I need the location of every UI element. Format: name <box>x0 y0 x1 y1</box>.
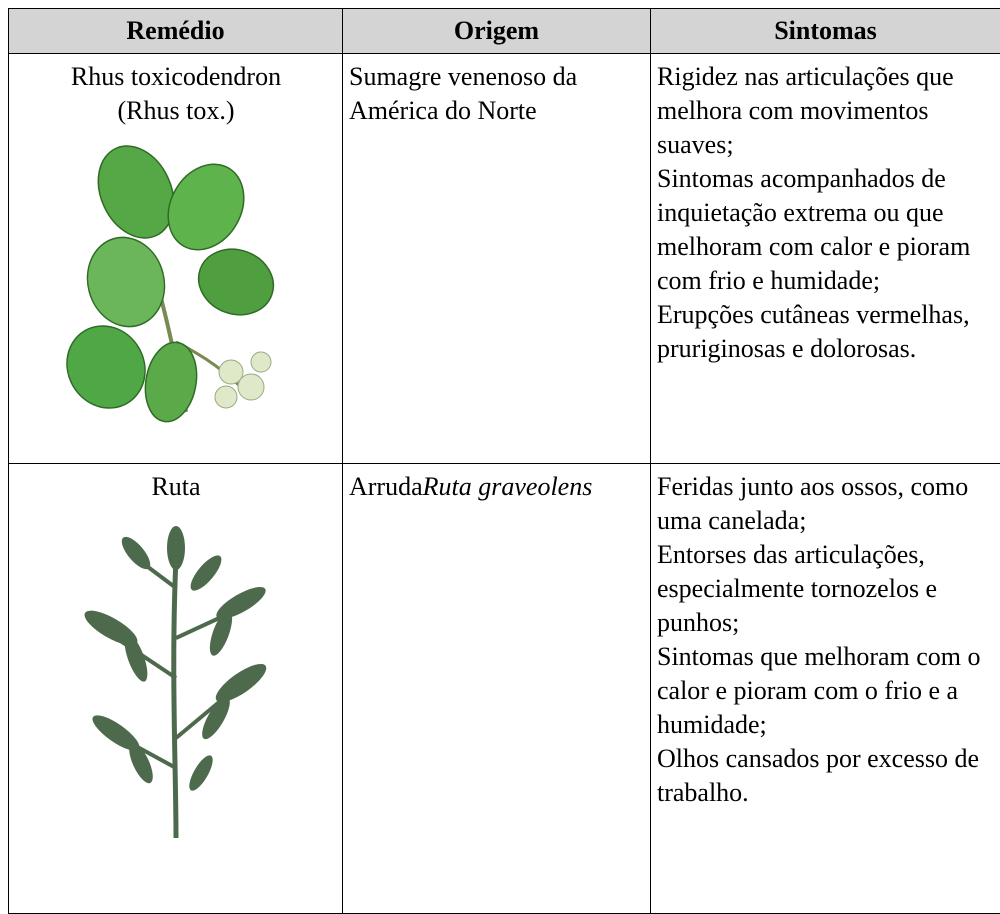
remedy-cell: Ruta <box>9 464 343 914</box>
symptom: Erupções cutâneas vermelhas, pruriginosa… <box>657 298 995 366</box>
header-cell: Sintomas <box>651 9 1000 54</box>
origin-latin-name: Ruta graveolens <box>423 472 593 501</box>
plant-illustration <box>76 518 276 838</box>
header-cell: Origem <box>343 9 651 54</box>
origin-cell: Sumagre venenoso da América do Norte <box>343 54 651 464</box>
origin-text: Sumagre venenoso da América do Norte <box>349 62 577 125</box>
remedy-cell: Rhus toxicodendron (Rhus tox.) <box>9 54 343 464</box>
plant-illustration <box>66 142 286 432</box>
symptom: Sintomas que melhoram com o calor e pior… <box>657 640 995 742</box>
table-row: Rhus toxicodendron (Rhus tox.) Sumag <box>9 54 1000 464</box>
symptom: Rigidez nas articulações que melhora com… <box>657 60 995 162</box>
header-cell: Remédio <box>9 9 343 54</box>
symptom: Olhos cansados por excesso de trabalho. <box>657 742 995 810</box>
origin-text: Arruda <box>349 472 423 501</box>
symptoms-cell: Feridas junto aos ossos, como uma canela… <box>651 464 1000 914</box>
symptoms-cell: Rigidez nas articulações que melhora com… <box>651 54 1000 464</box>
remedy-name: Ruta <box>15 470 337 504</box>
remedies-table: Remédio Origem Sintomas Rhus toxicodendr… <box>8 8 1000 914</box>
header-row: Remédio Origem Sintomas <box>9 9 1000 54</box>
symptom: Feridas junto aos ossos, como uma canela… <box>657 470 995 538</box>
remedy-name: (Rhus tox.) <box>15 94 337 128</box>
origin-cell: ArrudaRuta graveolens <box>343 464 651 914</box>
symptom: Entorses das articulações, especialmente… <box>657 538 995 640</box>
remedy-name: Rhus toxicodendron <box>15 60 337 94</box>
symptom: Sintomas acompanhados de inquietação ext… <box>657 162 995 298</box>
table-row: Ruta <box>9 464 1000 914</box>
